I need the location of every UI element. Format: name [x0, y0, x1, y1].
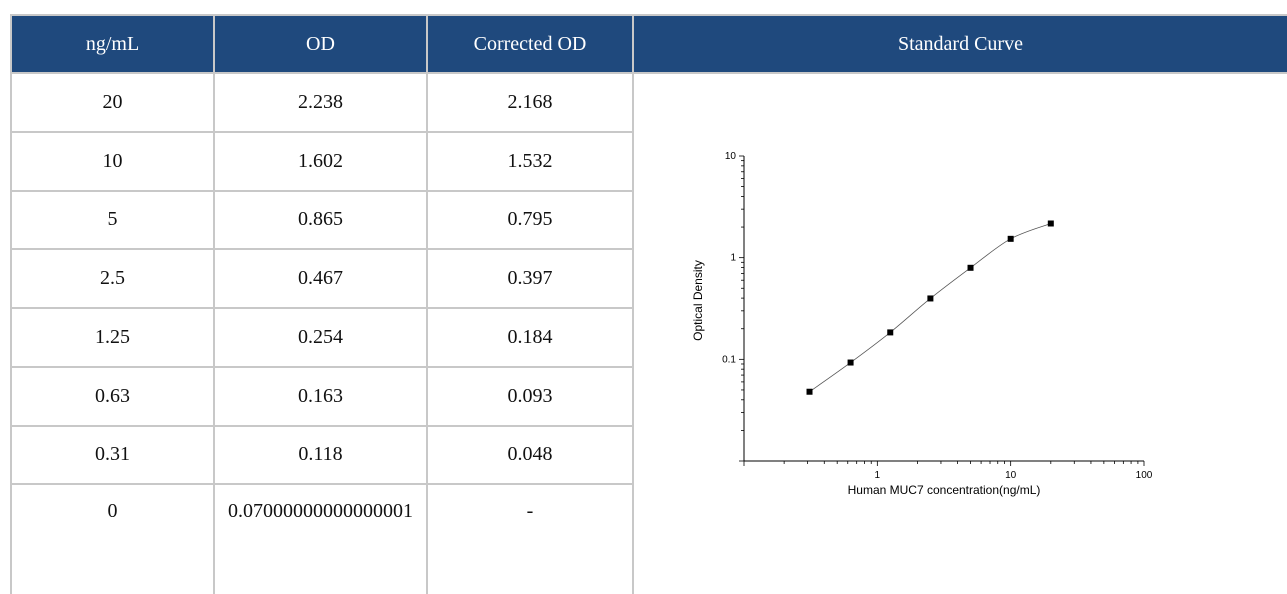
cell-corrected-od: -: [426, 483, 634, 594]
standard-curve-table: ng/mL OD Corrected OD Standard Curve 20 …: [10, 14, 1287, 594]
data-point: [806, 388, 813, 395]
table-row: 0.63 0.163 0.093: [10, 365, 1287, 427]
y-tick-label: 10: [725, 151, 737, 162]
data-point: [847, 359, 854, 366]
chart-labels: 1 10 100 0.1 1 10 Human MUC7 concentration(ng/…: [691, 151, 1153, 497]
cell-corrected-od-value: -: [526, 500, 534, 523]
data-point: [1007, 235, 1014, 242]
header-od: OD: [213, 14, 428, 74]
table-row: 10 1.602 1.532: [10, 130, 1287, 192]
standard-curve-table-wrapper: ng/mL OD Corrected OD Standard Curve 20 …: [10, 14, 1287, 594]
cell-concentration-value: 0: [107, 500, 118, 523]
cell-od: 0.467: [213, 248, 428, 309]
y-tick-label: 1: [730, 253, 736, 264]
cell-corrected-od: 0.795: [426, 189, 634, 251]
cell-od: 0.07000000000000001: [213, 483, 428, 594]
cell-od-value: 0.07000000000000001: [228, 500, 413, 523]
data-point: [967, 264, 974, 271]
cell-od: 1.602: [213, 130, 428, 192]
fit-curve: [809, 223, 1051, 393]
cell-od: 0.118: [213, 424, 428, 486]
x-axis-label: Human MUC7 concentration(ng/mL): [848, 483, 1041, 497]
header-standard-curve: Standard Curve: [632, 14, 1287, 74]
cell-concentration: 20: [10, 72, 215, 133]
table-row: 0.31 0.118 0.048: [10, 424, 1287, 486]
standard-curve-cell: 1 10 100 0.1 1 10 Human MUC7 concentration(ng/…: [632, 72, 1287, 594]
cell-od: 0.163: [213, 365, 428, 427]
table-row: 1.25 0.254 0.184: [10, 307, 1287, 368]
cell-concentration: 10: [10, 130, 215, 192]
cell-concentration: 1.25: [10, 307, 215, 368]
data-point: [1047, 220, 1054, 227]
cell-corrected-od: 1.532: [426, 130, 634, 192]
chart-axes: [739, 155, 1145, 466]
cell-concentration: 0.63: [10, 365, 215, 427]
cell-concentration: 0: [10, 483, 215, 594]
data-point: [927, 295, 934, 302]
cell-corrected-od: 2.168: [426, 72, 634, 133]
header-corrected-od: Corrected OD: [426, 14, 634, 74]
table-row: 5 0.865 0.795: [10, 189, 1287, 251]
table-header-row: ng/mL OD Corrected OD Standard Curve: [10, 14, 1287, 74]
cell-corrected-od: 0.184: [426, 307, 634, 368]
cell-od: 0.254: [213, 307, 428, 368]
standard-curve-chart: 1 10 100 0.1 1 10 Human MUC7 concentration(ng/…: [691, 151, 1153, 497]
header-concentration: ng/mL: [10, 14, 215, 74]
y-tick-label: 0.1: [722, 354, 736, 365]
table-row: 20 2.238 2.168 1 10 100 0.1 1 10 Human MUC7 co…: [10, 72, 1287, 594]
x-tick-label: 1: [875, 470, 881, 481]
cell-od: 0.865: [213, 189, 428, 251]
cell-od: 2.238: [213, 72, 428, 133]
data-points: [806, 220, 1054, 395]
y-axis-label: Optical Density: [691, 260, 705, 341]
cell-concentration: 5: [10, 189, 215, 251]
cell-corrected-od: 0.397: [426, 248, 634, 309]
cell-concentration: 2.5: [10, 248, 215, 309]
x-tick-label: 100: [1136, 470, 1153, 481]
x-tick-label: 10: [1005, 470, 1017, 481]
table-row: 0 0.07000000000000001 -: [10, 483, 1287, 594]
data-point: [887, 329, 894, 336]
cell-concentration: 0.31: [10, 424, 215, 486]
table-row: 2.5 0.467 0.397: [10, 248, 1287, 309]
cell-corrected-od: 0.048: [426, 424, 634, 486]
cell-corrected-od: 0.093: [426, 365, 634, 427]
